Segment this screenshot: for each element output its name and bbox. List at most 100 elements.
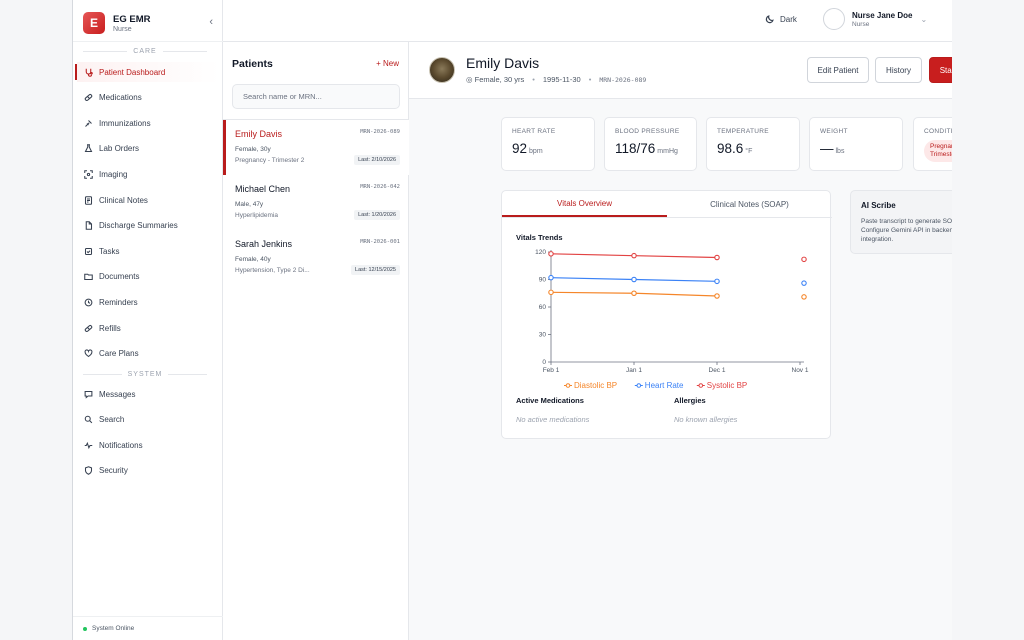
allergies-title: Allergies (674, 396, 706, 405)
sidebar-item-label: Tasks (99, 246, 120, 256)
user-menu[interactable]: Nurse Jane Doe Nurse ⌄ (823, 8, 927, 30)
sidebar-item-clinical-notes[interactable]: Clinical Notes (77, 190, 219, 210)
data-point-diastolic-bp (631, 290, 637, 296)
app-window: E EG EMR Nurse ‹ CARE Patient Dashboard M… (72, 0, 1007, 640)
patients-title: Patients (232, 58, 273, 70)
patient-list-last-visit: Last: 12/15/2025 (351, 265, 400, 275)
history-button[interactable]: History (875, 57, 922, 83)
chevron-down-icon: ⌄ (920, 14, 928, 24)
sidebar-item-notifications[interactable]: Notifications (77, 435, 219, 455)
online-dot-icon (83, 626, 87, 631)
checklist-icon (83, 246, 93, 256)
data-point-systolic-bp (548, 251, 554, 257)
new-patient-button[interactable]: + New (376, 59, 399, 68)
sidebar-item-label: Security (99, 466, 128, 476)
data-point-systolic-bp (714, 254, 720, 261)
pill-icon (83, 323, 93, 333)
patient-list-demographics: Female, 40y (235, 256, 271, 263)
scan-icon (83, 169, 93, 179)
legend-label-systolic-bp: Systolic BP (707, 381, 747, 390)
sidebar-item-discharge-summaries[interactable]: Discharge Summaries (77, 216, 219, 236)
patient-list-last-visit: Last: 1/20/2026 (354, 210, 400, 220)
vital-label: TEMPERATURE (717, 128, 769, 135)
sidebar-item-label: Messages (99, 389, 136, 399)
sidebar-item-messages[interactable]: Messages (77, 384, 219, 404)
search-icon (83, 415, 93, 425)
sidebar-item-security[interactable]: Security (77, 461, 219, 481)
brand: E EG EMR Nurse ‹ (83, 8, 213, 38)
data-point-heart-rate (631, 276, 637, 283)
app-role: Nurse (113, 25, 132, 33)
x-tick-label: Jan 1 (626, 367, 642, 374)
vital-card-blood-pressure: BLOOD PRESSURE 118/76 mmHg (604, 117, 697, 171)
sidebar: E EG EMR Nurse ‹ CARE Patient Dashboard M… (73, 0, 223, 640)
shield-icon (83, 466, 93, 476)
sidebar-item-medications[interactable]: Medications (77, 88, 219, 108)
sidebar-item-imaging[interactable]: Imaging (77, 164, 219, 184)
app-logo: E (83, 12, 105, 34)
vitals-card: Vitals Overview Clinical Notes (SOAP) Vi… (501, 190, 832, 439)
pill-icon (83, 93, 93, 103)
sidebar-item-lab-orders[interactable]: Lab Orders (77, 139, 219, 159)
patient-meta: ◎ Female, 30 yrs • 1995-11-30 • MRN-2026… (466, 75, 647, 84)
sidebar-item-documents[interactable]: Documents (77, 267, 219, 287)
legend-marker-systolic-bp (698, 383, 704, 388)
sidebar-item-tasks[interactable]: Tasks (77, 241, 219, 261)
tab-clinical-notes[interactable]: Clinical Notes (SOAP) (710, 199, 789, 209)
tab-vitals-overview[interactable]: Vitals Overview (502, 191, 667, 217)
active-medications-empty: No active medications (516, 415, 590, 424)
flask-icon (83, 144, 93, 154)
chart-title: Vitals Trends (516, 233, 563, 242)
data-point-diastolic-bp (801, 294, 807, 300)
user-name: Nurse Jane Doe (852, 10, 913, 20)
patients-panel: Patients + New Search name or MRN... Emi… (223, 42, 409, 640)
vital-label: BLOOD PRESSURE (615, 128, 680, 135)
sidebar-item-reminders[interactable]: Reminders (77, 292, 219, 312)
sidebar-item-label: Patient Dashboard (99, 67, 166, 77)
sidebar-item-label: Refills (99, 323, 121, 333)
x-tick-label: Feb 1 (543, 367, 560, 374)
sidebar-item-label: Immunizations (99, 118, 151, 128)
sidebar-item-label: Documents (99, 272, 140, 282)
sidebar-item-care-plans[interactable]: Care Plans (77, 344, 219, 364)
sidebar-item-search[interactable]: Search (77, 410, 219, 430)
vital-card-temperature: TEMPERATURE 98.6 °F (706, 117, 800, 171)
dark-mode-toggle[interactable]: Dark (765, 14, 797, 24)
folder-icon (83, 272, 93, 282)
system-status: System Online (73, 616, 223, 632)
patient-list-condition: Hypertension, Type 2 Di... (235, 267, 310, 274)
clock-icon (83, 297, 93, 307)
patient-list-mrn: MRN-2026-001 (360, 239, 400, 245)
vital-card-weight: WEIGHT — lbs (809, 117, 903, 171)
patient-list-name: Emily Davis (235, 129, 283, 139)
activity-icon (83, 440, 93, 450)
sidebar-item-label: Care Plans (99, 349, 139, 359)
patient-list-item[interactable]: Emily Davis MRN-2026-089 Female, 30y Pregna… (223, 120, 409, 175)
patient-list-item[interactable]: Michael Chen MRN-2026-042 Male, 47y Hyperli… (223, 175, 409, 230)
sidebar-item-label: Discharge Summaries (99, 221, 178, 231)
sidebar-item-label: Clinical Notes (99, 195, 148, 205)
patient-header: Emily Davis ◎ Female, 30 yrs • 1995-11-3… (409, 42, 1006, 99)
vital-value: — lbs (820, 141, 845, 156)
app-title: EG EMR (113, 13, 151, 25)
y-tick-label: 60 (539, 304, 547, 311)
sidebar-item-immunizations[interactable]: Immunizations (77, 113, 219, 133)
y-tick-label: 0 (542, 359, 546, 366)
data-point-systolic-bp (801, 256, 807, 263)
edit-patient-button[interactable]: Edit Patient (807, 57, 869, 83)
patient-search-input[interactable]: Search name or MRN... (232, 84, 400, 109)
vital-value: 118/76 mmHg (615, 141, 678, 156)
avatar (823, 8, 845, 30)
sidebar-item-refills[interactable]: Refills (77, 318, 219, 338)
active-medications-title: Active Medications (516, 396, 584, 405)
patient-list-item[interactable]: Sarah Jenkins MRN-2026-001 Female, 40y Hype… (223, 230, 409, 285)
stethoscope-icon (83, 67, 93, 77)
ai-scribe-description: Paste transcript to generate SOAP note. … (861, 218, 977, 243)
vital-label: WEIGHT (820, 128, 848, 135)
data-point-heart-rate (714, 278, 720, 285)
patient-list-condition: Pregnancy - Trimester 2 (235, 157, 305, 164)
ai-scribe-title: AI Scribe (861, 201, 896, 210)
collapse-sidebar-icon[interactable]: ‹ (209, 16, 213, 28)
sidebar-item-patient-dashboard[interactable]: Patient Dashboard (75, 62, 219, 82)
top-bar: Dark Nurse Jane Doe Nurse ⌄ (223, 0, 953, 42)
